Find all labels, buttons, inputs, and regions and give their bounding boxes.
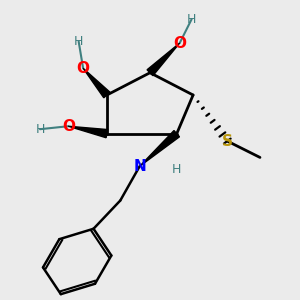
Polygon shape — [147, 43, 180, 76]
Text: H: H — [74, 35, 83, 48]
Polygon shape — [68, 126, 108, 138]
Polygon shape — [140, 130, 179, 166]
Text: H: H — [187, 13, 196, 26]
Text: H: H — [35, 123, 45, 136]
Text: O: O — [76, 61, 90, 76]
Text: N: N — [133, 159, 146, 174]
Text: H: H — [172, 163, 182, 176]
Text: O: O — [62, 119, 75, 134]
Text: O: O — [173, 35, 186, 50]
Text: S: S — [222, 134, 233, 148]
Polygon shape — [83, 68, 110, 98]
